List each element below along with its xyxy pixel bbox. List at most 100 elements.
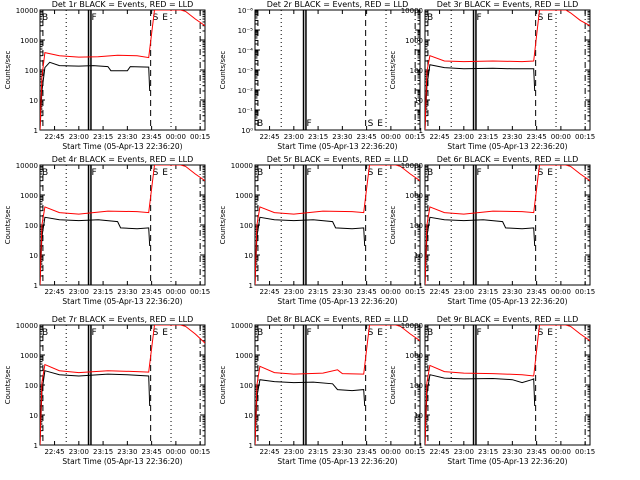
annotation-f: F <box>91 168 96 178</box>
annotation-b: B <box>427 13 433 23</box>
panel-title: Det 6r BLACK = Events, RED = LLD <box>437 155 579 164</box>
y-tick-label: 100 <box>25 222 38 230</box>
series-lld <box>40 165 205 285</box>
x-tick-label: 23:15 <box>478 288 498 296</box>
y-tick-label: 1000 <box>405 352 423 360</box>
x-tick-label: 23:30 <box>332 288 352 296</box>
annotation-e: E <box>377 328 383 338</box>
annotation-e: E <box>547 13 553 23</box>
series-events <box>255 216 366 285</box>
y-tick-label: 10000 <box>401 162 423 170</box>
x-tick-label: 23:00 <box>69 448 89 456</box>
x-tick-label: 23:00 <box>454 288 474 296</box>
y-tick-label: 10 <box>29 97 38 105</box>
y-tick-label: 1 <box>419 442 423 450</box>
series-events <box>425 216 536 285</box>
panel-det-3: Det 3r BLACK = Events, RED = LLD 22:45 23:… <box>389 0 595 151</box>
x-tick-label: 00:15 <box>575 133 595 141</box>
y-tick-label: 1 <box>249 282 253 290</box>
y-tick-label: 100 <box>410 67 423 75</box>
annotation-b: B <box>427 168 433 178</box>
x-tick-label: 22:45 <box>429 133 449 141</box>
y-tick-label: 10000 <box>231 322 253 330</box>
y-tick-label: 100 <box>410 222 423 230</box>
x-tick-label: 23:30 <box>117 288 137 296</box>
x-tick-label: 23:45 <box>357 288 377 296</box>
series-events <box>255 379 366 445</box>
series-lld <box>425 165 590 285</box>
x-tick-label: 23:45 <box>357 448 377 456</box>
series-lld <box>40 325 205 445</box>
x-tick-label: 00:15 <box>405 448 425 456</box>
annotation-b: B <box>427 328 433 338</box>
y-tick-label: 10000 <box>231 162 253 170</box>
panel-det-7: Det 7r BLACK = Events, RED = LLD 22:45 23:… <box>4 315 210 466</box>
y-tick-label: 10000 <box>16 162 38 170</box>
series-events <box>40 61 151 130</box>
annotation-b: B <box>42 328 48 338</box>
x-tick-label: 23:00 <box>69 288 89 296</box>
y-tick-label: 10 <box>414 252 423 260</box>
annotation-s: S <box>538 328 544 338</box>
y-axis-label: Counts/sec <box>219 206 227 245</box>
annotation-b: B <box>257 168 263 178</box>
y-tick-label: 10000 <box>401 322 423 330</box>
x-axis-label: Start Time (05-Apr-13 22:36:20) <box>277 297 397 306</box>
y-tick-label: 10⁰ <box>241 127 253 135</box>
annotation-s: S <box>368 119 374 129</box>
y-tick-label: 1000 <box>235 192 253 200</box>
x-tick-label: 23:45 <box>142 133 162 141</box>
x-tick-label: 00:00 <box>551 288 571 296</box>
x-tick-label: 00:00 <box>381 288 401 296</box>
y-axis-label: Counts/sec <box>4 51 12 90</box>
y-tick-label: 100 <box>410 382 423 390</box>
annotation-s: S <box>538 168 544 178</box>
x-tick-label: 23:15 <box>308 133 328 141</box>
x-tick-label: 23:00 <box>284 448 304 456</box>
plot-frame <box>39 9 206 131</box>
y-tick-label: 1000 <box>20 352 38 360</box>
x-tick-label: 22:45 <box>429 448 449 456</box>
series-events <box>425 374 536 445</box>
plot-frame <box>39 164 206 286</box>
panel-det-5: Det 5r BLACK = Events, RED = LLD 22:45 23:… <box>219 155 425 306</box>
x-tick-label: 00:00 <box>166 448 186 456</box>
y-tick-label: 1 <box>249 442 253 450</box>
x-tick-label: 23:45 <box>142 288 162 296</box>
y-tick-label: 1000 <box>20 192 38 200</box>
y-tick-label: 100 <box>25 382 38 390</box>
annotation-e: E <box>547 168 553 178</box>
series-lld <box>425 10 590 130</box>
x-tick-label: 00:15 <box>190 448 210 456</box>
series-events <box>40 370 151 445</box>
panel-det-9: Det 9r BLACK = Events, RED = LLD 22:45 23:… <box>389 315 595 466</box>
panel-det-2: Det 2r BLACK = Events, RED = LLD 22:45 23:… <box>219 0 425 151</box>
y-tick-label: 10 <box>414 97 423 105</box>
y-tick-label: 1 <box>34 442 38 450</box>
x-axis-label: Start Time (05-Apr-13 22:36:20) <box>447 297 567 306</box>
y-tick-label: 10 <box>244 412 253 420</box>
y-tick-label: 10⁻⁵ <box>238 27 254 35</box>
y-tick-label: 10000 <box>16 322 38 330</box>
x-tick-label: 00:15 <box>575 288 595 296</box>
y-tick-label: 100 <box>25 67 38 75</box>
y-tick-label: 10 <box>29 412 38 420</box>
panel-det-8: Det 8r BLACK = Events, RED = LLD 22:45 23:… <box>219 315 425 466</box>
annotation-s: S <box>368 168 374 178</box>
x-tick-label: 00:00 <box>166 133 186 141</box>
annotation-b: B <box>42 168 48 178</box>
panel-title: Det 8r BLACK = Events, RED = LLD <box>267 315 409 324</box>
x-tick-label: 23:00 <box>454 133 474 141</box>
x-tick-label: 23:00 <box>284 288 304 296</box>
x-axis-label: Start Time (05-Apr-13 22:36:20) <box>277 142 397 151</box>
series-events <box>40 216 151 285</box>
annotation-e: E <box>162 168 168 178</box>
annotation-b: B <box>257 119 263 129</box>
x-tick-label: 22:45 <box>44 448 64 456</box>
y-tick-label: 10⁻¹ <box>238 107 254 115</box>
annotation-f: F <box>306 119 311 129</box>
panel-det-4: Det 4r BLACK = Events, RED = LLD 22:45 23:… <box>4 155 210 306</box>
x-tick-label: 23:15 <box>478 133 498 141</box>
y-tick-label: 10⁻² <box>238 87 254 95</box>
x-tick-label: 23:30 <box>117 448 137 456</box>
